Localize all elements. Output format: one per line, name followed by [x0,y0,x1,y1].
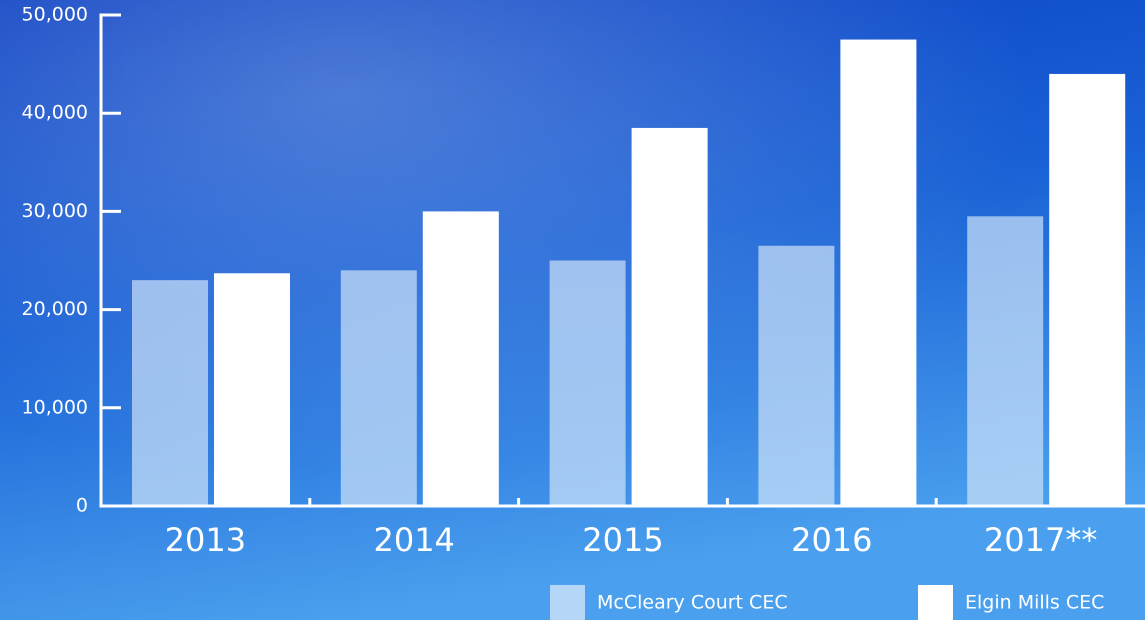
bar [840,39,917,507]
x-tick-label: 2013 [165,521,246,559]
bar [340,270,417,506]
y-tick-label: 10,000 [22,396,88,418]
x-tick-label: 2016 [791,521,872,559]
y-tick-label: 20,000 [22,298,88,320]
legend-label: McCleary Court CEC [597,592,788,614]
bar [422,211,499,506]
y-tick-label: 30,000 [22,200,88,222]
bar [1049,73,1126,507]
y-tick-label: 40,000 [22,102,88,124]
bar [758,245,835,506]
x-tick-label: 2014 [373,521,454,559]
x-tick-label: 2015 [582,521,663,559]
bar [214,273,290,506]
bar [631,127,708,507]
legend-label: Elgin Mills CEC [965,592,1104,614]
y-tick-label: 0 [76,495,88,517]
y-tick-label: 50,000 [22,4,88,26]
legend-swatch [918,585,953,620]
legend-swatch [550,585,585,620]
x-tick-label: 2017** [984,521,1097,559]
bar [967,216,1044,506]
bar [132,280,208,506]
bar [549,260,626,506]
